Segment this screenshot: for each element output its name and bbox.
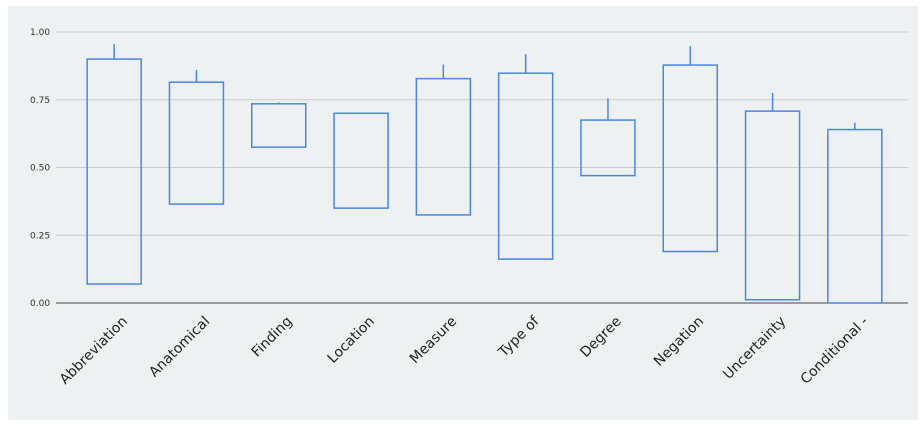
box-anatomical	[168, 69, 225, 205]
box-rect	[662, 64, 718, 253]
box-series	[86, 44, 883, 304]
y-tick-label: 0.75	[30, 96, 50, 106]
y-tick-labels: 0.00 0.25 0.50 0.75 1.00	[30, 28, 50, 309]
box-rect	[580, 119, 636, 177]
box-rect	[827, 128, 883, 304]
box-measure	[415, 64, 472, 216]
box-finding	[251, 102, 307, 148]
box-rect	[744, 110, 801, 301]
box-type-of	[497, 54, 554, 260]
box-conditional	[827, 122, 883, 304]
y-tick-label: 0.50	[30, 164, 50, 174]
y-tick-label: 0.25	[30, 231, 50, 241]
box-rect	[86, 58, 142, 285]
box-rect	[251, 103, 307, 148]
box-abbreviation	[86, 44, 142, 285]
box-location	[333, 112, 389, 209]
chart-background	[8, 6, 918, 420]
box-uncertainty	[744, 92, 801, 301]
box-degree	[580, 98, 636, 177]
box-rect	[497, 72, 554, 260]
y-tick-label: 1.00	[30, 28, 50, 38]
box-rect	[168, 81, 225, 205]
box-rect	[415, 77, 472, 216]
grid-lines	[56, 31, 908, 304]
box-negation	[662, 46, 718, 253]
box-rect	[333, 112, 389, 209]
y-tick-label: 0.00	[30, 299, 50, 309]
